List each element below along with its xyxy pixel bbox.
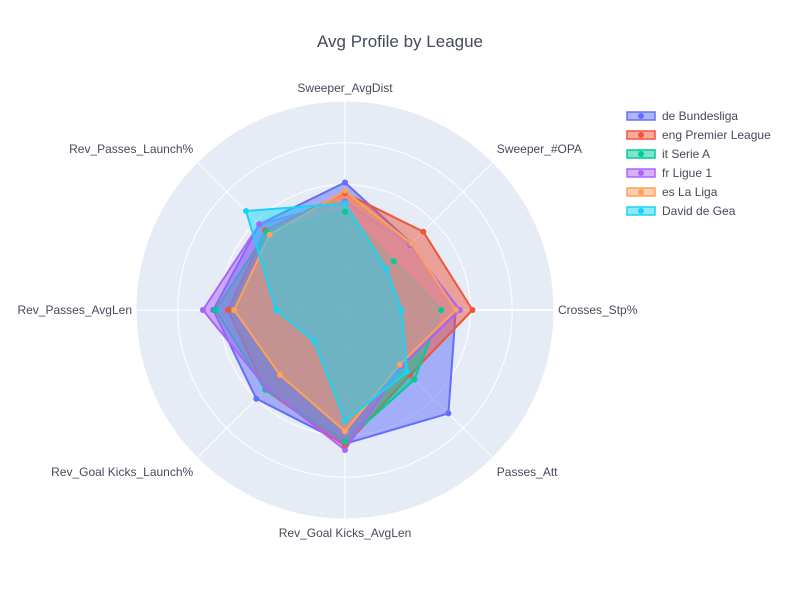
legend-swatch-6 [626,205,656,216]
series-3-point-5[interactable] [342,438,348,445]
series-3-point-7[interactable] [212,307,219,313]
series-1-point-1[interactable] [342,179,348,186]
series-5-point-7[interactable] [231,307,238,313]
series-4-point-8[interactable] [256,221,263,228]
legend-label: it Serie A [662,146,711,161]
legend-label: eng Premier League [662,127,771,142]
axis-label-1: Sweeper_AvgDist [297,81,393,95]
legend-item-1[interactable]: de Bundesliga [626,106,771,125]
legend-swatch-3 [626,148,656,159]
legend-swatch-marker [638,112,644,119]
series-1-point-4[interactable] [445,410,452,417]
legend-swatch-5 [626,186,656,197]
series-5-point-5[interactable] [342,428,348,435]
series-6-point-5[interactable] [342,417,348,424]
series-4-point-5[interactable] [342,447,348,453]
series-5-point-4[interactable] [396,361,403,368]
series-6-point-3[interactable] [398,307,405,313]
series-6-point-2[interactable] [383,265,390,272]
series-6-point-8[interactable] [243,208,249,214]
axis-label-5: Rev_Goal Kicks_AvgLen [279,526,412,540]
legend-label: David de Gea [662,203,736,218]
axis-label-7: Rev_Passes_AvgLen [17,303,132,317]
series-3-point-1[interactable] [342,208,348,215]
legend-item-2[interactable]: eng Premier League [626,125,771,144]
axis-label-4: Passes_Att [497,465,558,479]
series-1-point-6[interactable] [253,395,260,402]
legend-label: es La Liga [662,184,718,199]
series-5-point-2[interactable] [408,240,415,247]
series-2-point-2[interactable] [420,228,427,235]
series-2-point-7[interactable] [225,307,231,313]
series-4-point-6[interactable] [263,385,270,392]
series-6-point-4[interactable] [404,369,411,376]
series-5-point-3[interactable] [452,307,459,313]
series-6-point-7[interactable] [273,307,279,313]
series-3-point-2[interactable] [390,258,397,265]
series-3-point-4[interactable] [411,376,418,383]
series-5-point-6[interactable] [277,372,283,378]
legend-swatch-marker [638,150,644,157]
legend: de Bundesliga eng Premier League it Serie … [626,106,771,220]
series-3-point-3[interactable] [438,307,445,313]
legend-swatch-marker [638,131,644,138]
legend-label: fr Ligue 1 [662,165,713,180]
legend-item-4[interactable]: fr Ligue 1 [626,163,771,182]
series-4-point-3[interactable] [456,307,463,313]
axis-label-6: Rev_Goal Kicks_Launch% [51,465,193,479]
series-6-point-1[interactable] [342,200,348,207]
legend-item-6[interactable]: David de Gea [626,201,771,220]
legend-swatch-1 [626,110,656,121]
legend-item-3[interactable]: it Serie A [626,144,771,163]
legend-swatch-marker [638,188,644,195]
axis-label-8: Rev_Passes_Launch% [69,142,193,156]
axis-label-3: Crosses_Stp% [558,303,638,317]
legend-swatch-2 [626,129,656,140]
legend-label: de Bundesliga [662,108,739,123]
series-2-point-3[interactable] [469,307,476,313]
legend-swatch-marker [638,207,644,214]
axis-label-2: Sweeper_#OPA [497,142,582,156]
series-6-point-6[interactable] [311,338,317,344]
series-5-point-1[interactable] [342,187,348,194]
series-2-point-5[interactable] [342,442,348,449]
legend-swatch-4 [626,167,656,178]
legend-swatch-marker [638,169,644,176]
legend-item-5[interactable]: es La Liga [626,182,771,201]
chart-title: Avg Profile by League [316,32,484,51]
series-4-point-7[interactable] [199,307,206,313]
series-5-point-8[interactable] [266,231,273,238]
